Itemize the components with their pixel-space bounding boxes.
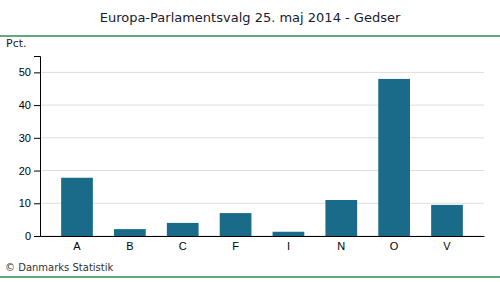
grid-line bbox=[40, 137, 484, 138]
bar bbox=[431, 205, 463, 236]
y-tick-mark bbox=[34, 236, 40, 237]
y-tick-mark bbox=[34, 171, 40, 172]
y-label: Pct. bbox=[6, 37, 27, 50]
title: Europa-Parlamentsvalg 25. maj 2014 - Ged… bbox=[100, 10, 401, 25]
grid-line bbox=[40, 105, 484, 106]
x-tick: C bbox=[179, 240, 187, 252]
bar bbox=[61, 178, 93, 236]
title-rule bbox=[0, 35, 500, 37]
x-tick: I bbox=[287, 240, 290, 252]
y-tick: 30 bbox=[19, 132, 40, 144]
y-tick: 50 bbox=[19, 66, 40, 78]
y-tick-label: 10 bbox=[19, 197, 31, 209]
x-tick: A bbox=[73, 240, 81, 252]
bar bbox=[273, 232, 305, 236]
y-axis: 0 10 20 30 40 50 bbox=[19, 57, 41, 243]
x-tick-label: I bbox=[287, 240, 290, 252]
x-tick: V bbox=[443, 240, 451, 252]
chart: Europa-Parlamentsvalg 25. maj 2014 - Ged… bbox=[0, 0, 500, 282]
x-tick-label: O bbox=[390, 240, 399, 252]
plot-area bbox=[61, 79, 463, 236]
x-axis-line bbox=[41, 236, 485, 237]
x-tick: B bbox=[126, 240, 133, 252]
x-tick-label: A bbox=[73, 240, 81, 252]
y-tick: 20 bbox=[19, 165, 40, 177]
x-tick-label: C bbox=[179, 240, 187, 252]
x-tick-label: N bbox=[337, 240, 345, 252]
y-tick-mark bbox=[34, 105, 40, 106]
grid-line bbox=[40, 203, 484, 204]
bar bbox=[325, 200, 357, 236]
y-axis-line bbox=[34, 57, 41, 237]
bar bbox=[167, 223, 199, 236]
x-tick-label: F bbox=[232, 240, 239, 252]
grid bbox=[40, 72, 484, 236]
bar bbox=[378, 79, 410, 236]
x-tick: F bbox=[232, 240, 239, 252]
bar bbox=[114, 229, 146, 236]
y-tick: 0 bbox=[25, 230, 40, 242]
x-tick: N bbox=[337, 240, 345, 252]
x-axis: ABCFINOV bbox=[41, 237, 485, 252]
y-tick-label: 0 bbox=[25, 230, 31, 242]
y-tick-mark bbox=[34, 72, 40, 73]
grid-line bbox=[40, 170, 484, 171]
x-tick-label: V bbox=[443, 240, 451, 252]
y-tick-label: 30 bbox=[19, 132, 31, 144]
grid-line bbox=[40, 236, 484, 237]
x-tick-label: B bbox=[126, 240, 133, 252]
y-tick-label: 20 bbox=[19, 165, 31, 177]
footer-rule bbox=[0, 276, 500, 278]
y-tick-mark bbox=[34, 138, 40, 139]
x-tick: O bbox=[390, 240, 399, 252]
y-tick-label: 50 bbox=[19, 66, 31, 78]
footer: © Danmarks Statistik bbox=[5, 262, 114, 273]
y-tick-mark bbox=[34, 203, 40, 204]
grid-line bbox=[40, 72, 484, 73]
y-tick: 10 bbox=[19, 197, 40, 209]
y-tick-label: 40 bbox=[19, 99, 31, 111]
y-tick: 40 bbox=[19, 99, 40, 111]
bar bbox=[220, 213, 252, 236]
